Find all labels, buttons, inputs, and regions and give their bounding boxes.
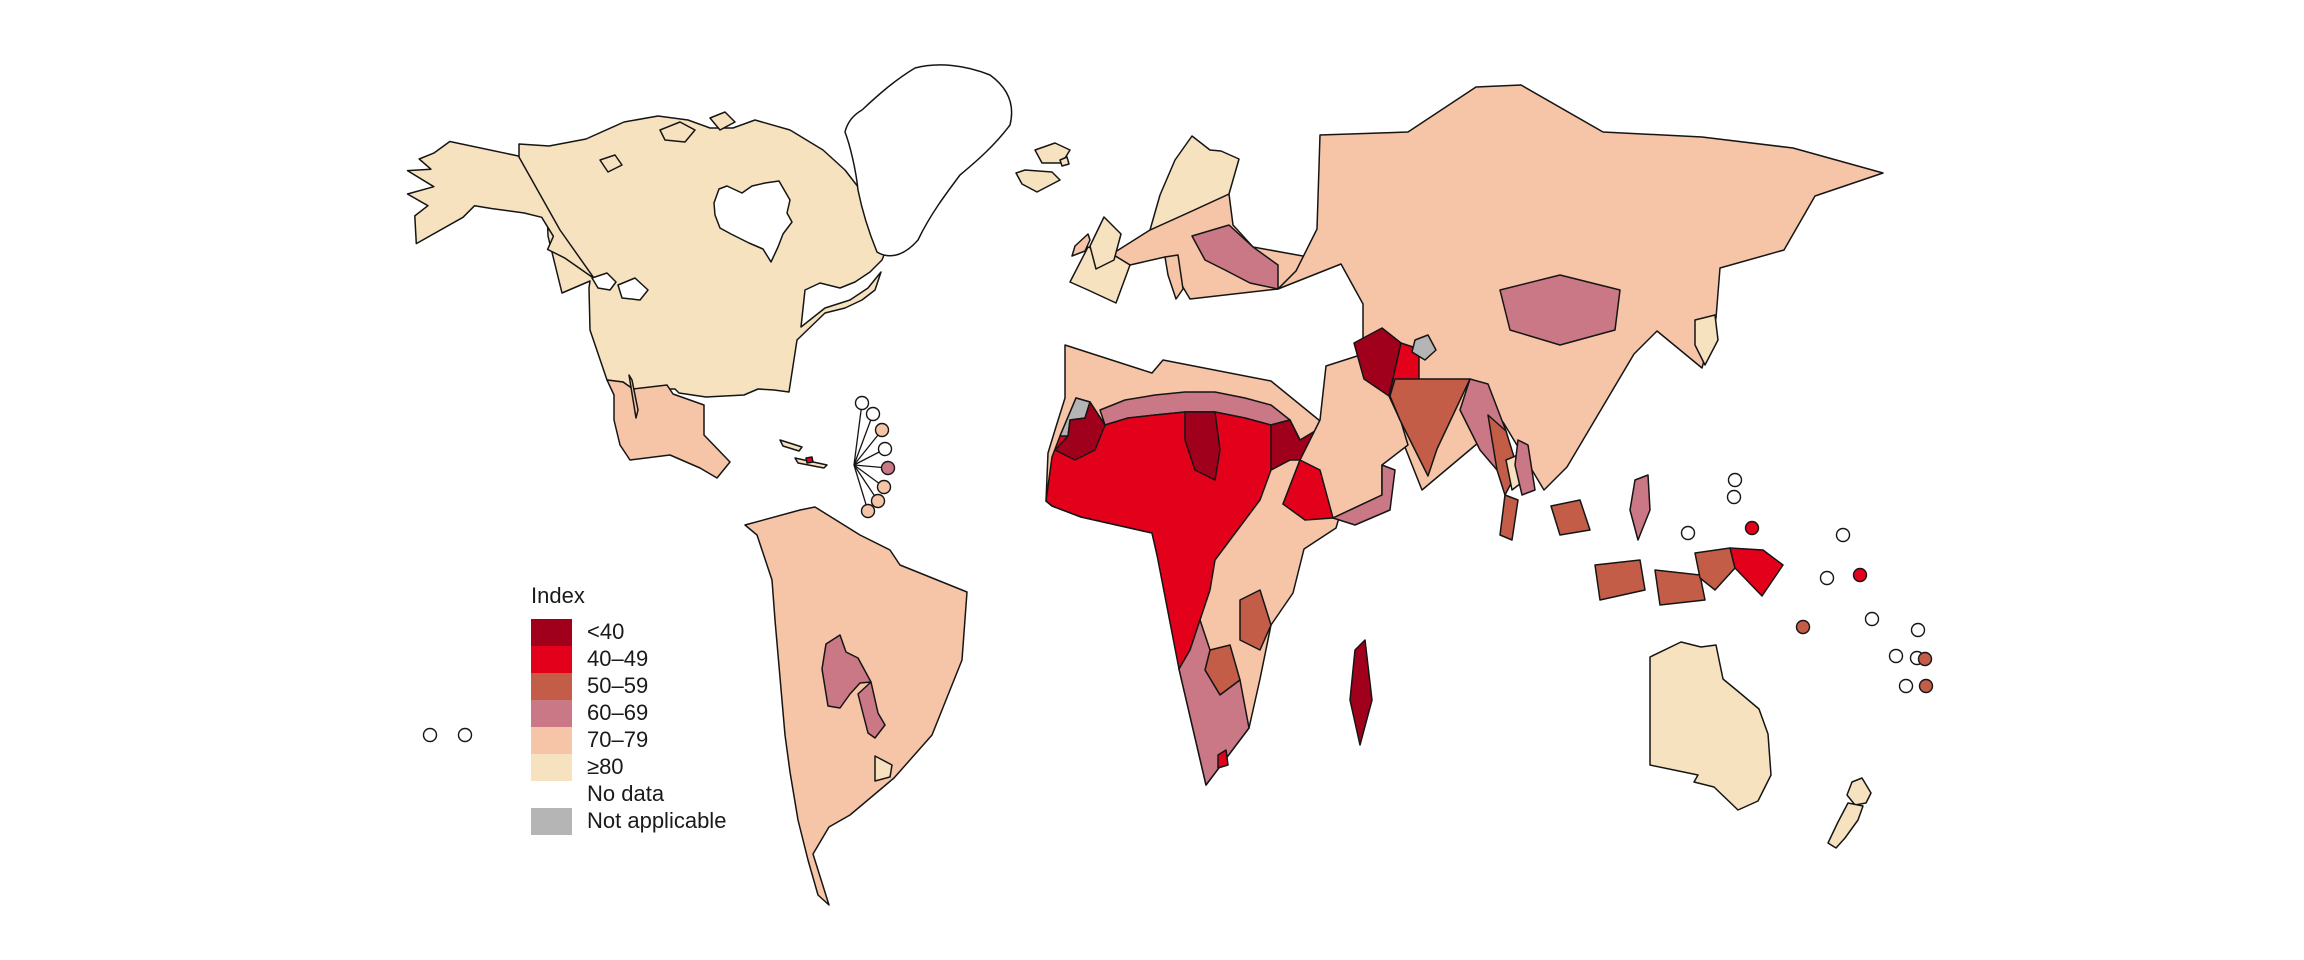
- svg-text:70–79: 70–79: [587, 727, 648, 752]
- svg-text:Not applicable: Not applicable: [587, 808, 726, 833]
- svg-text:<40: <40: [587, 619, 624, 644]
- svg-text:≥80: ≥80: [587, 754, 624, 779]
- svg-text:No data: No data: [587, 781, 665, 806]
- svg-text:60–69: 60–69: [587, 700, 648, 725]
- svg-text:40–49: 40–49: [587, 646, 648, 671]
- svg-text:50–59: 50–59: [587, 673, 648, 698]
- svg-text:Index: Index: [531, 583, 585, 608]
